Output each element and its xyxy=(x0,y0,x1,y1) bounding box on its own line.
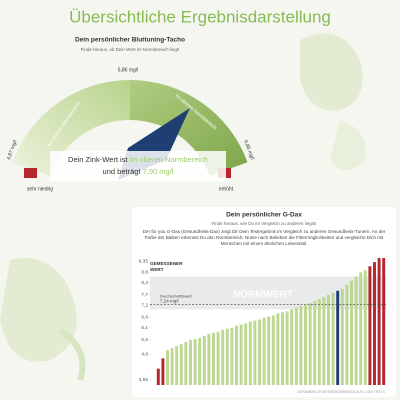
bar xyxy=(193,338,197,385)
bar xyxy=(166,350,169,385)
y-tick-label: 4,8 xyxy=(141,352,148,358)
result-zone: im oberen Normbereich xyxy=(130,155,208,164)
bar xyxy=(276,313,280,385)
bar xyxy=(156,368,160,385)
bar xyxy=(377,258,381,385)
y-tick-label: 8,3 xyxy=(141,280,148,286)
y-tick-label: 3,55 xyxy=(139,377,149,383)
result-text: Dein Zink-Wert ist xyxy=(68,155,128,164)
bar xyxy=(290,309,294,385)
result-line: und beträgt 7,90 mg/l xyxy=(103,167,174,176)
bar xyxy=(189,339,192,385)
bar xyxy=(253,320,257,385)
gdax-description: Der for you G-Dax (Gesundheits-Dax) zeig… xyxy=(142,229,386,246)
bar xyxy=(322,296,326,385)
bar xyxy=(258,319,261,385)
plot: 9,35 8.8 8,3 7,7 7,2 6,6 6,1 5,5 4,8 3,55 NORMWERT… xyxy=(139,258,386,385)
y-tick-label: 7,2 xyxy=(141,302,148,308)
bar xyxy=(170,348,174,385)
bar xyxy=(281,312,284,385)
bar xyxy=(299,306,303,385)
bar xyxy=(230,327,234,385)
bar xyxy=(368,266,372,385)
result-text: und beträgt xyxy=(103,167,142,176)
average-value-label: 7,24 mg/l xyxy=(160,299,179,304)
page-title: Übersichtliche Ergebnisdarstellung xyxy=(69,7,331,26)
average-label: Durchschnittswert xyxy=(160,293,193,298)
bar xyxy=(262,317,266,385)
bar xyxy=(216,331,220,385)
tacho-title: Dein persönlicher Bluttuning-Tacho xyxy=(75,37,185,44)
bar xyxy=(304,305,307,385)
y-tick-label: 6,6 xyxy=(141,315,148,321)
bar xyxy=(373,262,376,385)
result-box xyxy=(50,151,226,181)
bar xyxy=(202,335,206,385)
gauge-top-label: 5,86 mg/l xyxy=(118,67,139,73)
bar xyxy=(175,346,179,385)
y-axis-label: GEMESSENER WERT xyxy=(150,261,183,272)
gdax-footnote: GESAMMELTE MESSERGEBNISSE AUS 1.000 TEST… xyxy=(297,390,385,394)
bar xyxy=(267,316,271,385)
bar xyxy=(327,294,330,385)
bar xyxy=(225,328,229,385)
gauge-lower xyxy=(12,79,130,176)
bar xyxy=(331,292,335,385)
decor xyxy=(58,327,86,381)
bar xyxy=(336,290,340,385)
gdax-subtitle: Finde heraus, wie Du im Vergleich zu and… xyxy=(211,221,316,226)
result-value: 7,90 mg/l xyxy=(143,167,174,176)
decor xyxy=(0,258,77,362)
bar xyxy=(271,315,275,385)
y-tick-label: 7,7 xyxy=(141,292,148,298)
gauge-end-label: erhöht xyxy=(219,186,234,192)
y-tick-label: 6,1 xyxy=(141,325,148,331)
gdax-title: Dein persönlicher G-Dax xyxy=(226,212,302,219)
bar xyxy=(294,307,298,385)
bar xyxy=(308,303,312,385)
low-marker xyxy=(24,168,37,178)
bar xyxy=(317,299,321,385)
bar xyxy=(239,324,243,385)
tacho-subtitle: Finde heraus, ob Dein Wert im Normbereic… xyxy=(81,47,180,52)
bar xyxy=(198,337,202,385)
bar xyxy=(221,329,225,385)
bar xyxy=(340,288,344,385)
bar xyxy=(179,344,183,385)
bar xyxy=(184,342,188,385)
result-line: Dein Zink-Wert ist im oberen Normbereich xyxy=(68,155,208,164)
y-tick-label: 5,5 xyxy=(141,337,148,343)
bar xyxy=(248,321,252,385)
bar xyxy=(207,333,211,385)
bar xyxy=(161,358,165,385)
bar xyxy=(359,272,363,385)
bar xyxy=(350,280,353,385)
decor xyxy=(300,33,363,111)
gauge-end-label: sehr niedrig xyxy=(27,186,53,192)
bar xyxy=(235,325,238,385)
bar xyxy=(345,284,349,385)
bar xyxy=(285,311,289,385)
y-tick-label: 8.8 xyxy=(141,270,148,276)
bar xyxy=(363,270,367,385)
norm-band-label: NORMWERT xyxy=(233,289,293,300)
y-tick-label: 9,35 xyxy=(139,258,149,264)
bar xyxy=(354,276,358,385)
bar xyxy=(212,332,215,385)
bar xyxy=(313,301,317,385)
bar xyxy=(244,323,248,385)
decor xyxy=(330,120,366,170)
bar xyxy=(382,258,386,385)
